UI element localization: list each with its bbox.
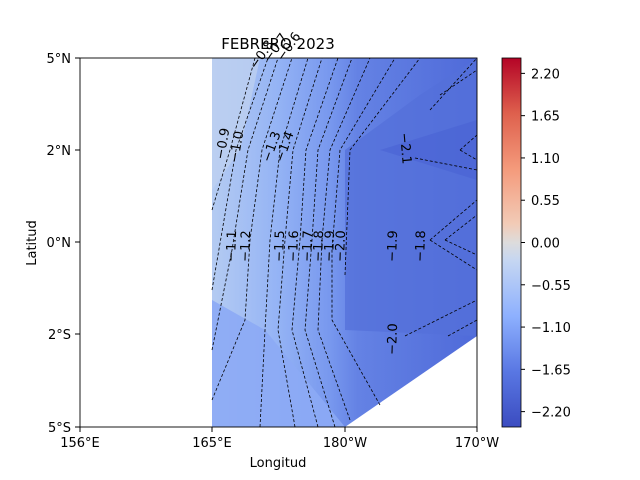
contour-line: [317, 58, 371, 421]
contour-line: [429, 58, 477, 111]
y-tick-label: 0°N: [47, 236, 72, 251]
colorbar-tick-label: 1.65: [531, 110, 560, 125]
chart-title: FEBRERO 2023: [221, 35, 334, 53]
contour-label: −2.1: [396, 132, 414, 165]
x-tick-label: 180°W: [323, 436, 367, 451]
contour-line: [429, 199, 477, 271]
y-tick-label: 5°S: [48, 421, 71, 436]
contour-label: −1.8: [413, 230, 429, 262]
contour-label: −1.6: [286, 230, 302, 262]
contour-line: [331, 58, 396, 406]
x-tick-label: 156°E: [60, 436, 100, 451]
contour-label: −1.2: [238, 230, 254, 262]
contour-label: −2.0: [333, 230, 349, 262]
colorbar-tick-label: 1.10: [531, 152, 560, 167]
y-tick-label: 2°N: [47, 144, 72, 159]
colorbar-gradient: [501, 57, 522, 428]
contour-label: −1.7: [300, 230, 316, 262]
contour-label: −1.8: [311, 230, 327, 262]
x-axis-label: Longitud: [250, 456, 307, 471]
contour-label: −1.0: [227, 130, 247, 164]
y-tick-label: 5°N: [47, 52, 72, 67]
contour-line: [444, 214, 477, 256]
contour-label: −1.9: [322, 230, 338, 262]
contour-labels: −0.9 −1.0 −1.1 −1.2 −1.3 −1.4 −1.5 −1.6 …: [213, 30, 429, 355]
contour-line: [414, 157, 477, 171]
contour-label: −2.0: [385, 323, 401, 355]
contour-line: [404, 299, 477, 337]
contour-line: [211, 58, 269, 291]
contour-line: [211, 58, 279, 351]
colorbar-tick-label: −2.20: [531, 406, 571, 421]
contour-line: [211, 58, 293, 401]
contour-label: −0.9: [213, 127, 233, 161]
y-axis-label: Latitud: [25, 220, 40, 266]
contour-line: [459, 134, 477, 161]
contour-line: [291, 58, 339, 427]
colorbar: 2.20 1.65 1.10 0.55 0.00 −0.55 −1.10 −1.65 −2.20: [501, 57, 571, 428]
x-axis: 156°E 165°E 180°W 170°W Longitud: [60, 427, 499, 471]
contour-label: −1.9: [385, 230, 401, 262]
contour-line: [304, 58, 353, 427]
contour-label: −1.1: [224, 230, 240, 262]
colorbar-tick-label: 0.00: [531, 237, 560, 252]
colorbar-tick-label: 0.55: [531, 194, 560, 209]
contour-line: [259, 58, 309, 427]
x-tick-label: 165°E: [192, 436, 232, 451]
x-tick-label: 170°W: [455, 436, 499, 451]
colorbar-tick-label: 2.20: [531, 67, 560, 82]
y-tick-label: 2°S: [48, 328, 71, 343]
contour-lines: [211, 58, 477, 427]
contour-line: [277, 58, 323, 427]
contour-fill: [212, 58, 477, 427]
contour-label: −1.5: [272, 230, 288, 262]
colorbar-tick-label: −1.10: [531, 321, 571, 336]
contour-line: [344, 58, 421, 276]
contour-line: [447, 319, 477, 337]
contour-line: [211, 58, 256, 211]
colorbar-tick-label: −1.65: [531, 363, 571, 378]
contour-line: [439, 69, 477, 96]
y-axis: 5°N 2°N 0°N 2°S 5°S Latitud: [25, 52, 80, 436]
colorbar-tick-label: −0.55: [531, 279, 571, 294]
